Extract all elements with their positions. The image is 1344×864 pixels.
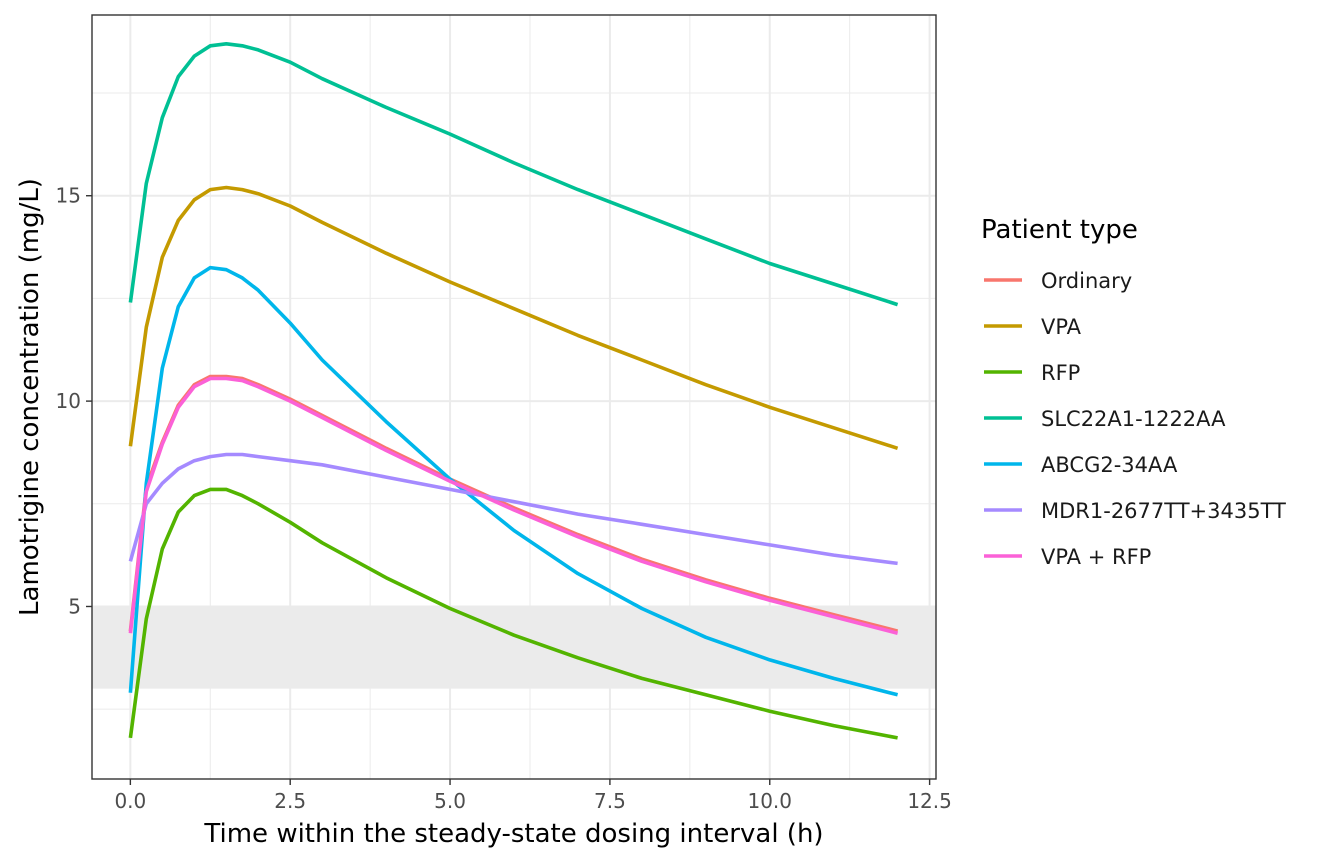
legend-label: VPA: [1041, 315, 1082, 339]
legend-label: MDR1-2677TT+3435TT: [1041, 499, 1286, 523]
y-tick-label: 15: [56, 184, 81, 208]
y-tick-label: 5: [68, 594, 81, 618]
x-tick-label: 2.5: [274, 789, 306, 813]
x-tick-label: 10.0: [747, 789, 792, 813]
x-tick-label: 7.5: [594, 789, 626, 813]
x-tick-label: 5.0: [434, 789, 466, 813]
band-rect: [92, 606, 936, 689]
legend-label: RFP: [1041, 361, 1080, 385]
series-line-vpa: [128, 185, 899, 451]
series-line-vpa-rfp: [128, 376, 899, 635]
series-lines: [128, 41, 899, 740]
y-tick-label: 10: [56, 389, 81, 413]
legend-label: ABCG2-34AA: [1041, 453, 1178, 477]
major-gridlines: [92, 15, 936, 779]
x-axis-title: Time within the steady-state dosing inte…: [203, 819, 823, 849]
y-axis-title: Lamotrigine concentration (mg/L): [15, 178, 45, 616]
legend-label: Ordinary: [1041, 269, 1132, 293]
x-tick-label: 12.5: [907, 789, 952, 813]
target-range-band: [92, 606, 936, 689]
minor-gridlines: [92, 15, 936, 779]
series-line-abcg2-34aa: [128, 265, 899, 697]
x-tick-label: 0.0: [114, 789, 146, 813]
legend: Patient type Ordinary VPA RFP SLC22A1-1222A…: [981, 215, 1286, 569]
x-axis: 0.0 2.5 5.0 7.5 10.0 12.5: [114, 779, 952, 813]
legend-label: SLC22A1-1222AA: [1041, 407, 1226, 431]
legend-title: Patient type: [981, 215, 1138, 245]
legend-label: VPA + RFP: [1041, 545, 1151, 569]
series-line-rfp: [128, 487, 898, 740]
series-line-mdr1-2677tt-3435tt: [128, 452, 898, 566]
plot-panel-border: [91, 14, 937, 780]
series-line-slc22a1-1222aa: [128, 41, 899, 307]
y-axis: 5 10 15: [56, 184, 92, 618]
